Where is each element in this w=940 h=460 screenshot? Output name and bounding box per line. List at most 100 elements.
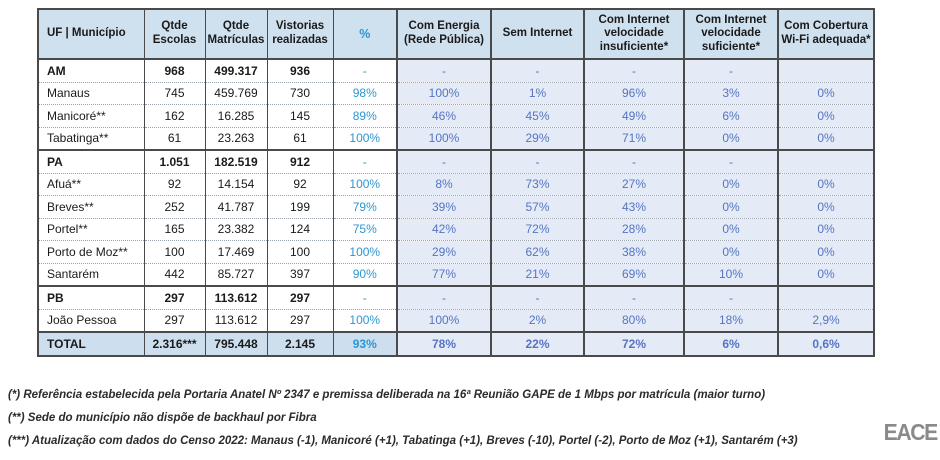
column-header-1: UF | Município (37, 9, 144, 60)
column-header-6: Com Energia (Rede Pública) (396, 9, 491, 60)
value-cell: 0% (777, 195, 874, 218)
value-cell: 252 (143, 195, 205, 218)
value-cell: 43% (583, 195, 684, 218)
value-cell: - (583, 285, 684, 309)
row-label-cell: Breves** (37, 195, 144, 218)
column-header-2: Qtde Escolas (143, 9, 205, 60)
value-cell: 29% (490, 126, 584, 150)
value-cell: 397 (266, 262, 333, 286)
row-label-cell: João Pessoa (37, 308, 144, 332)
value-cell: 745 (143, 81, 205, 105)
row-label-cell: Manicoré** (37, 104, 144, 127)
value-cell: 10% (683, 262, 778, 286)
value-cell: 80% (583, 308, 684, 332)
value-cell: 61 (143, 126, 205, 150)
value-cell: 0% (777, 126, 874, 150)
value-cell: 100% (332, 308, 397, 332)
value-cell: 98% (332, 81, 397, 105)
value-cell: 730 (266, 81, 333, 105)
table-body: AM 968 499.317 936- - - - - Manaus 745 459.769 730 9… (37, 58, 874, 356)
value-cell: 45% (490, 104, 584, 127)
value-cell: 17.469 (204, 240, 267, 263)
value-cell: 28% (583, 217, 684, 241)
column-header-5: % (332, 9, 397, 60)
value-cell: 124 (266, 217, 333, 241)
value-cell: 96% (583, 81, 684, 105)
row-label-cell: Manaus (37, 81, 144, 105)
value-cell: 0% (683, 195, 778, 218)
footnote-3: (***) Atualização com dados do Censo 202… (8, 435, 798, 447)
value-cell: 49% (583, 104, 684, 127)
value-cell: 0% (683, 240, 778, 263)
value-cell: 968 (143, 58, 205, 82)
value-cell: 38% (583, 240, 684, 263)
value-cell: 297 (266, 308, 333, 332)
value-cell: - (396, 149, 491, 173)
value-cell: - (683, 58, 778, 82)
value-cell: 0% (777, 81, 874, 105)
value-cell: 936 (266, 58, 333, 82)
value-cell: 73% (490, 172, 584, 196)
value-cell: 1.051 (143, 149, 205, 173)
value-cell: - (683, 149, 778, 173)
value-cell: 0% (777, 104, 874, 127)
value-cell: 145 (266, 104, 333, 127)
value-cell: 0% (777, 217, 874, 241)
state-row: PB 297 113.612 297- - - - - (37, 285, 874, 309)
row-label-cell: TOTAL (37, 331, 144, 356)
value-cell: 0% (777, 172, 874, 196)
footnote-2: (**) Sede do município não dispõe de bac… (8, 412, 317, 424)
value-cell: 100% (396, 308, 491, 332)
value-cell: 42% (396, 217, 491, 241)
value-cell: 182.519 (204, 149, 267, 173)
value-cell: - (332, 149, 397, 173)
value-cell: 85.727 (204, 262, 267, 286)
value-cell: - (332, 285, 397, 309)
value-cell: 57% (490, 195, 584, 218)
state-row: PA 1.051 182.519 912- - - - - (37, 149, 874, 173)
value-cell: - (396, 285, 491, 309)
value-cell: - (683, 285, 778, 309)
column-header-7: Sem Internet (490, 9, 584, 60)
value-cell: 297 (266, 285, 333, 309)
value-cell: 2.316*** (143, 331, 205, 356)
municipality-row: João Pessoa 297 113.612 297 100% 100% 2% 80% 18%… (37, 308, 874, 332)
column-header-3: Qtde Matrículas (204, 9, 267, 60)
value-cell: 72% (583, 331, 684, 356)
value-cell: 69% (583, 262, 684, 286)
column-header-10: Com Cobertura Wi-Fi adequada* (777, 9, 874, 60)
value-cell: - (583, 149, 684, 173)
value-cell: 0% (777, 240, 874, 263)
column-header-4: Vistorias realizadas (266, 9, 333, 60)
column-header-8: Com Internet velocidade insuficiente* (583, 9, 684, 60)
value-cell: - (332, 58, 397, 82)
value-cell: 18% (683, 308, 778, 332)
value-cell: 2% (490, 308, 584, 332)
municipality-row: Manaus 745 459.769 730 98% 100% 1% 96% 3% 0% (37, 81, 874, 105)
municipality-row: Afuá** 92 14.154 92 100% 8% 73% 27% 0% 0% (37, 172, 874, 196)
value-cell: 0% (683, 172, 778, 196)
value-cell: 1% (490, 81, 584, 105)
value-cell: 27% (583, 172, 684, 196)
value-cell: 442 (143, 262, 205, 286)
value-cell: 100% (332, 172, 397, 196)
value-cell: 89% (332, 104, 397, 127)
municipality-row: Tabatinga** 61 23.263 61 100% 100% 29% 71% 0% 0% (37, 126, 874, 150)
value-cell: - (490, 58, 584, 82)
connectivity-table: UF | Município Qtde Escolas Qtde Matrícula… (37, 8, 875, 357)
value-cell: 72% (490, 217, 584, 241)
value-cell: 93% (332, 331, 397, 356)
value-cell: 23.263 (204, 126, 267, 150)
value-cell: 14.154 (204, 172, 267, 196)
row-label-cell: Afuá** (37, 172, 144, 196)
value-cell: 41.787 (204, 195, 267, 218)
value-cell: 165 (143, 217, 205, 241)
value-cell: 113.612 (204, 285, 267, 309)
value-cell: 16.285 (204, 104, 267, 127)
value-cell: - (490, 285, 584, 309)
value-cell: 162 (143, 104, 205, 127)
row-label-cell: Portel** (37, 217, 144, 241)
value-cell: 0% (683, 217, 778, 241)
row-label-cell: Santarém (37, 262, 144, 286)
